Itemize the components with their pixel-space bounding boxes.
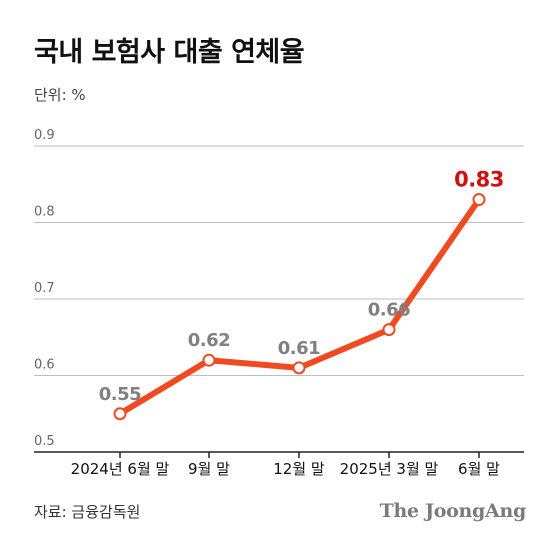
x-tick-label: 2024년 6월 말 bbox=[71, 460, 170, 478]
x-tick-label: 6월 말 bbox=[458, 460, 500, 478]
data-point bbox=[292, 361, 306, 375]
y-tick-label: 0.8 bbox=[34, 205, 55, 220]
y-tick-label: 0.7 bbox=[34, 281, 55, 296]
x-tick-label: 9월 말 bbox=[188, 460, 230, 478]
data-point bbox=[472, 193, 486, 207]
gridlines bbox=[34, 145, 524, 376]
data-points bbox=[113, 193, 486, 421]
data-label: 0.66 bbox=[368, 300, 410, 321]
x-tick-labels: 2024년 6월 말 9월 말 12월 말 2025년 3월 말 6월 말 bbox=[71, 460, 500, 478]
data-point bbox=[113, 407, 127, 421]
series-line bbox=[117, 196, 482, 417]
y-tick-label: 0.5 bbox=[34, 434, 55, 449]
data-label: 0.61 bbox=[278, 338, 320, 359]
unit-label: 단위: % bbox=[34, 86, 86, 104]
chart-title: 국내 보험사 대출 연체율 bbox=[34, 37, 305, 68]
data-labels: 0.55 0.62 0.61 0.66 0.83 bbox=[99, 168, 505, 405]
y-tick-labels: 0.5 0.6 0.7 0.8 0.9 bbox=[34, 128, 55, 449]
data-point bbox=[382, 323, 396, 337]
x-tick-label: 2025년 3월 말 bbox=[340, 460, 439, 478]
data-label: 0.55 bbox=[99, 384, 141, 405]
publisher-logo: The JoongAng bbox=[379, 500, 527, 522]
x-axis bbox=[34, 451, 524, 458]
source-note: 자료: 금융감독원 bbox=[34, 503, 141, 521]
series-line-group bbox=[117, 196, 482, 417]
data-label: 0.62 bbox=[188, 330, 230, 351]
data-label: 0.83 bbox=[454, 168, 504, 192]
y-tick-label: 0.9 bbox=[34, 128, 55, 143]
data-point bbox=[202, 353, 216, 367]
x-tick-label: 12월 말 bbox=[273, 460, 325, 478]
y-tick-label: 0.6 bbox=[34, 358, 55, 373]
